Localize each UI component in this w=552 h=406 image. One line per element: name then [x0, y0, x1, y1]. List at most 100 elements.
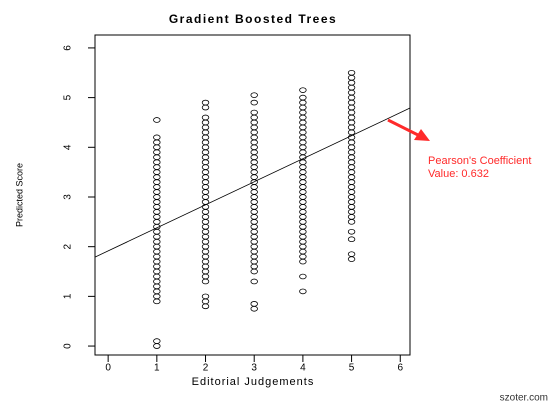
point — [250, 169, 258, 175]
point — [201, 278, 210, 285]
point — [153, 338, 161, 344]
point — [250, 278, 258, 285]
point — [347, 251, 356, 257]
point — [347, 189, 356, 195]
point — [153, 273, 161, 280]
point — [347, 79, 356, 86]
point — [250, 214, 258, 220]
point — [153, 209, 161, 215]
y-tick-label: 1 — [63, 293, 74, 299]
x-tick-label: 1 — [154, 363, 160, 374]
point — [299, 199, 307, 205]
point — [201, 228, 210, 235]
point — [299, 109, 307, 116]
point — [347, 209, 356, 215]
point — [250, 139, 258, 146]
point — [347, 199, 356, 205]
point — [201, 144, 210, 151]
point — [347, 164, 356, 170]
y-axis-label: Predicted Score — [14, 163, 24, 227]
point — [250, 109, 258, 116]
chart-title: Gradient Boosted Trees — [169, 12, 337, 26]
annotation-text: Value: 0.632 — [428, 168, 489, 180]
point — [153, 154, 161, 161]
point — [347, 179, 356, 185]
annotation-arrow — [387, 118, 423, 139]
point — [153, 184, 161, 190]
point — [153, 298, 161, 305]
point — [153, 258, 161, 265]
point — [153, 169, 161, 175]
point — [347, 124, 356, 131]
point — [201, 189, 210, 195]
point — [250, 189, 258, 195]
point — [250, 268, 258, 275]
point — [250, 305, 258, 312]
point — [201, 129, 210, 136]
point — [201, 179, 210, 185]
point — [347, 114, 356, 121]
point — [250, 233, 258, 240]
y-tick-label: 5 — [63, 94, 74, 100]
point — [299, 94, 307, 101]
point — [250, 238, 258, 245]
point — [250, 119, 258, 126]
x-tick-label: 3 — [251, 363, 257, 374]
point — [299, 248, 307, 255]
point — [299, 174, 307, 180]
point — [250, 228, 258, 235]
point — [250, 154, 258, 161]
point — [347, 174, 356, 180]
point — [201, 303, 210, 310]
point — [201, 209, 210, 215]
point — [347, 139, 356, 146]
y-tick-label: 2 — [63, 243, 74, 249]
point — [299, 204, 307, 210]
point — [347, 228, 356, 235]
point — [201, 194, 210, 200]
point — [250, 184, 258, 190]
point — [153, 117, 161, 123]
point — [153, 189, 161, 195]
point — [250, 253, 258, 260]
point — [299, 214, 307, 220]
y-tick-label: 4 — [63, 144, 74, 150]
point — [201, 134, 210, 141]
point — [347, 256, 356, 262]
point — [250, 248, 258, 255]
point — [299, 238, 307, 245]
point — [250, 219, 258, 225]
point — [201, 253, 210, 260]
point — [153, 164, 161, 170]
point — [201, 149, 210, 156]
point — [201, 258, 210, 265]
point — [250, 99, 258, 106]
point — [347, 129, 356, 136]
point — [250, 129, 258, 136]
point — [153, 149, 161, 156]
point — [250, 144, 258, 151]
point — [347, 149, 356, 156]
x-tick-label: 2 — [203, 363, 209, 374]
point — [299, 104, 307, 111]
point — [153, 159, 161, 166]
point — [201, 114, 210, 121]
point — [153, 179, 161, 185]
point — [299, 228, 307, 235]
point — [201, 99, 210, 106]
point — [347, 109, 356, 116]
point — [250, 263, 258, 270]
point — [347, 144, 356, 151]
point — [153, 278, 161, 285]
point — [347, 194, 356, 200]
point — [201, 184, 210, 190]
point — [299, 149, 307, 156]
point — [201, 248, 210, 255]
point — [250, 114, 258, 121]
point — [201, 104, 210, 111]
point — [347, 104, 356, 111]
x-tick-label: 0 — [105, 363, 111, 374]
annotation-arrowhead — [414, 129, 430, 141]
point — [153, 243, 161, 250]
